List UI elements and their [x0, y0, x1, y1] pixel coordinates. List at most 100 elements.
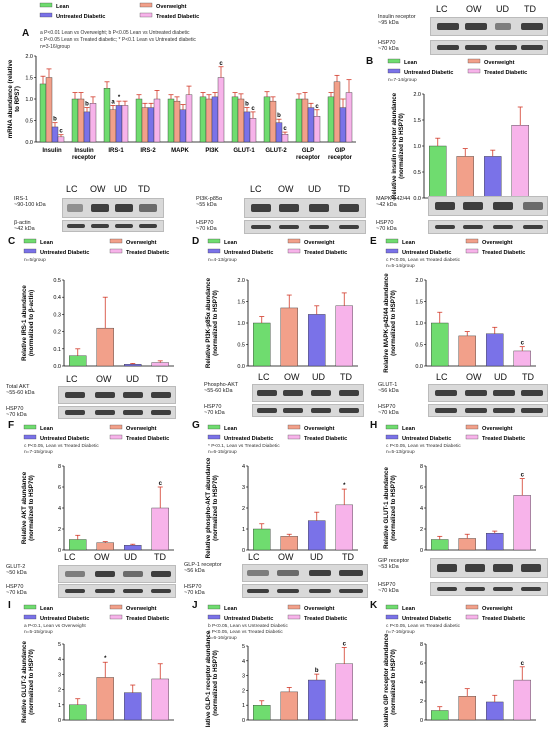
blot-target-label: MAPK-p42/44 ~42 kDa: [376, 196, 411, 208]
blot-loading-label: HSP70 ~70 kDa: [378, 404, 399, 416]
y-axis-label: Relative IRS-1 abundance: [21, 285, 28, 361]
bar: [335, 663, 353, 721]
blot-target-label: PI3K-p85α ~55 kDa: [196, 196, 223, 208]
legend-swatch-treated: [467, 68, 481, 74]
stat-note: n=5/group: [24, 257, 46, 263]
legend-label-untreated: Untreated Diabetic: [224, 436, 273, 442]
y-tick-label: 0.5: [53, 278, 61, 284]
legend-swatch-overweight: [465, 424, 479, 430]
legend-label-untreated: Untreated Diabetic: [224, 250, 273, 256]
bar: [307, 107, 315, 143]
panel-h: Lean Overweight Untreated Diabetic Treated …: [370, 420, 550, 560]
lane-td: TD: [156, 374, 168, 384]
legend-swatch-treated: [465, 614, 479, 620]
legend-label-untreated: Untreated Diabetic: [56, 14, 105, 20]
blot-target-band: [430, 17, 548, 36]
panel-d-chart: Lean Overweight Untreated Diabetic Treated …: [205, 238, 358, 370]
lane-ow: OW: [284, 372, 300, 382]
bar: [124, 545, 142, 551]
legend-label-untreated: Untreated Diabetic: [40, 250, 89, 256]
stat-note: n=5-14/group: [386, 263, 415, 269]
x-tick-label: Insulin: [42, 148, 62, 154]
legend-label-lean: Lean: [40, 606, 54, 612]
panel-j-chart: Lean Overweight Untreated Diabetic Treated …: [205, 604, 358, 732]
y-tick-label: 0.0: [413, 196, 421, 202]
y-tick-label: 0: [420, 718, 423, 724]
legend-swatch-untreated: [23, 614, 37, 620]
blot-loading-band: [244, 220, 366, 234]
blot-target-band: [58, 565, 176, 583]
y-tick-label: 0.5: [413, 170, 421, 176]
y-axis-label: Relative AKT abundance: [21, 471, 28, 544]
y-tick-label: 0: [420, 548, 423, 554]
y-tick-label: 2.0: [25, 54, 33, 60]
y-tick-label: 0.3: [53, 312, 61, 318]
bar: [431, 322, 449, 367]
y-tick-label: 0.0: [415, 364, 423, 370]
legend-swatch-overweight: [109, 424, 123, 430]
panel-label-h: H: [370, 420, 378, 431]
x-tick-label: PI3K: [205, 148, 219, 154]
lane-lc: LC: [66, 184, 78, 194]
blot-target-band: [62, 198, 164, 218]
panel-label-d: D: [192, 236, 200, 247]
x-tick-label: GLUT-1: [233, 148, 255, 154]
y-axis-label: Relative phospho-AKT abundance: [205, 457, 212, 558]
blot-loading-label: HSP70 ~70 kDa: [6, 406, 27, 418]
lane-lc: LC: [250, 184, 262, 194]
y-tick-label: 0.5: [25, 119, 33, 125]
bar: [51, 126, 59, 143]
panel-i: Lean Overweight Untreated Diabetic Treated …: [8, 600, 188, 727]
bar: [511, 124, 529, 199]
lane-ow: OW: [278, 184, 294, 194]
y-tick-label: 2: [242, 688, 245, 694]
stat-note: a P<0.01 Lean vs Overweight; b P<0.05 Le…: [40, 30, 190, 36]
panel-e-chart: Lean Overweight Untreated Diabetic Treated …: [383, 238, 536, 373]
bar: [57, 136, 65, 143]
blot-target-band: [430, 558, 548, 578]
y-axis-label: Relative MAPK-p42/44 abundance: [383, 273, 390, 373]
bar: [153, 98, 161, 143]
significance-marker: *: [104, 656, 107, 662]
bar: [269, 100, 277, 143]
bar: [69, 704, 87, 721]
stat-note: n=3-16/group: [40, 44, 70, 50]
y-axis-label: Relative GLP-1 receptor abundance: [205, 630, 212, 727]
blot-target-label: Total AKT ~55-60 kDa: [6, 384, 35, 396]
legend-swatch-overweight: [467, 58, 481, 64]
y-tick-label: 0: [242, 718, 245, 724]
bar: [280, 307, 298, 367]
x-tick-label: GLUT-2: [265, 148, 287, 154]
lane-ud: UD: [126, 374, 139, 384]
legend-swatch-untreated: [207, 614, 221, 620]
y-tick-label: 1.5: [415, 300, 423, 306]
y-tick-label: 1.0: [25, 97, 33, 103]
bar: [513, 495, 531, 551]
lane-ud: UD: [496, 4, 509, 14]
legend-label-untreated: Untreated Diabetic: [404, 70, 453, 76]
y-tick-label: 1.0: [413, 144, 421, 150]
bar: [458, 538, 476, 551]
lane-ow: OW: [96, 374, 112, 384]
bar: [327, 96, 335, 143]
blot-loading-band: [62, 220, 164, 232]
panel-e: Lean Overweight Untreated Diabetic Treated …: [370, 236, 550, 376]
blot-loading-label: β-actin ~42 kDa: [14, 220, 35, 232]
legend-swatch-treated: [465, 248, 479, 254]
bar: [253, 704, 271, 721]
y-axis-label: (normalized to HSP70): [390, 475, 397, 541]
bar: [484, 156, 502, 199]
stat-note: * P<0.1, Lean vs Treated Diabetic: [208, 443, 280, 449]
bar: [179, 109, 187, 143]
blot-irs1: IRS-1 ~90-100 kDa β-actin ~42 kDa LC OW UD TD: [14, 184, 164, 234]
lane-lc: LC: [248, 552, 260, 562]
lane-ud: UD: [124, 552, 137, 562]
lane-lc: LC: [436, 4, 448, 14]
stat-note: n=4-13/group: [208, 257, 237, 263]
legend-label-treated: Treated Diabetic: [482, 436, 525, 442]
y-axis-label: Relative insulin receptor abundance: [391, 92, 398, 199]
bar: [335, 305, 353, 367]
legend-label-lean: Lean: [224, 426, 238, 432]
blot-target-label: GIP receptor ~53 kDa: [378, 558, 410, 570]
legend-swatch-treated: [287, 434, 301, 440]
